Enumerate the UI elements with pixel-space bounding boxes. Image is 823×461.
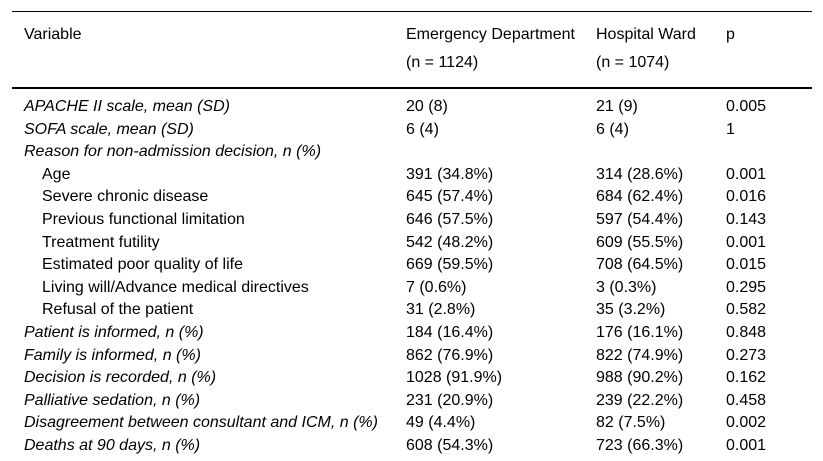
- cell-emergency-department: 645 (57.4%): [406, 188, 494, 206]
- table-header: Variable Emergency Department (n = 1124)…: [12, 11, 812, 89]
- cell-p: 0.295: [726, 278, 767, 296]
- cell-emergency-department: 646 (57.5%): [406, 210, 494, 228]
- cell-emergency-department: 669 (59.5%): [406, 256, 494, 274]
- cell-p: 0.848: [726, 323, 767, 341]
- column-header-hw-n: (n = 1074): [596, 54, 670, 71]
- cell-hospital-ward: 684 (62.4%): [596, 188, 684, 206]
- table-row: Decision is recorded, n (%) 1028 (91.9%) 9…: [12, 367, 812, 390]
- table-row: SOFA scale, mean (SD) 6 (4) 6 (4) 1: [12, 119, 812, 142]
- column-header-emergency-department: Emergency Department (n = 1124): [406, 11, 596, 89]
- cell-p: 0.162: [726, 369, 767, 387]
- header-row: Variable Emergency Department (n = 1124)…: [12, 11, 812, 89]
- column-header-ed-n: (n = 1124): [406, 54, 479, 71]
- results-table: Variable Emergency Department (n = 1124)…: [12, 11, 812, 461]
- cell-emergency-department: 7 (0.6%): [406, 278, 467, 296]
- cell-variable: Severe chronic disease: [42, 188, 209, 206]
- table-row: Deaths at 90 days, n (%) 608 (54.3%) 723 (…: [12, 435, 812, 461]
- table-row: Living will/Advance medical directives 7 …: [12, 277, 812, 300]
- cell-emergency-department: 862 (76.9%): [406, 346, 494, 364]
- cell-p: 1: [726, 120, 735, 138]
- column-header-p: p: [726, 11, 812, 89]
- cell-emergency-department: [406, 141, 596, 164]
- cell-variable: Decision is recorded, n (%): [24, 369, 217, 387]
- table-row: Patient is informed, n (%) 184 (16.4%) 176…: [12, 322, 812, 345]
- cell-p: 0.143: [726, 210, 767, 228]
- cell-variable: Patient is informed, n (%): [24, 323, 204, 341]
- cell-variable: Palliative sedation, n (%): [24, 391, 201, 409]
- cell-p: 0.002: [726, 414, 767, 432]
- cell-hospital-ward: 723 (66.3%): [596, 436, 684, 454]
- cell-p: 0.001: [726, 436, 767, 454]
- table-row: Treatment futility 542 (48.2%) 609 (55.5%)…: [12, 232, 812, 255]
- cell-variable: Estimated poor quality of life: [42, 256, 243, 274]
- cell-variable: Refusal of the patient: [42, 301, 194, 319]
- cell-hospital-ward: 314 (28.6%): [596, 165, 684, 183]
- cell-variable: Treatment futility: [42, 233, 160, 251]
- cell-emergency-department: 31 (2.8%): [406, 301, 476, 319]
- column-header-ed-label: Emergency Department: [406, 26, 575, 43]
- cell-p: 0.015: [726, 256, 767, 274]
- table-row: Previous functional limitation 646 (57.5%…: [12, 209, 812, 232]
- cell-p: 0.001: [726, 233, 767, 251]
- cell-emergency-department: 49 (4.4%): [406, 414, 476, 432]
- cell-hospital-ward: 6 (4): [596, 120, 629, 138]
- column-header-variable: Variable: [12, 11, 406, 89]
- table-row: Severe chronic disease 645 (57.4%) 684 (62…: [12, 186, 812, 209]
- cell-emergency-department: 542 (48.2%): [406, 233, 494, 251]
- column-header-variable-label: Variable: [24, 26, 82, 43]
- cell-hospital-ward: 82 (7.5%): [596, 414, 666, 432]
- cell-emergency-department: 231 (20.9%): [406, 391, 494, 409]
- table-row: Disagreement between consultant and ICM,…: [12, 412, 812, 435]
- cell-variable: Deaths at 90 days, n (%): [24, 436, 201, 454]
- cell-emergency-department: 6 (4): [406, 120, 439, 138]
- table-row: Estimated poor quality of life 669 (59.5%…: [12, 254, 812, 277]
- cell-variable: SOFA scale, mean (SD): [24, 120, 194, 138]
- cell-variable: Reason for non-admission decision, n (%): [24, 143, 322, 161]
- cell-variable: Living will/Advance medical directives: [42, 278, 309, 296]
- table-body: APACHE II scale, mean (SD) 20 (8) 21 (9) 0.…: [12, 88, 812, 461]
- cell-p: 0.005: [726, 98, 767, 115]
- column-header-hw-label: Hospital Ward: [596, 26, 696, 43]
- table-row: Reason for non-admission decision, n (%): [12, 141, 812, 164]
- column-header-p-label: p: [726, 26, 735, 43]
- cell-variable: Previous functional limitation: [42, 210, 245, 228]
- cell-emergency-department: 391 (34.8%): [406, 165, 494, 183]
- cell-hospital-ward: [596, 141, 726, 164]
- cell-p: [726, 141, 812, 164]
- cell-hospital-ward: 822 (74.9%): [596, 346, 684, 364]
- table-row: Palliative sedation, n (%) 231 (20.9%) 239…: [12, 390, 812, 413]
- cell-variable: Family is informed, n (%): [24, 346, 201, 364]
- cell-hospital-ward: 176 (16.1%): [596, 323, 684, 341]
- table-row: Refusal of the patient 31 (2.8%) 35 (3.2%)…: [12, 299, 812, 322]
- cell-variable: APACHE II scale, mean (SD): [24, 98, 230, 115]
- cell-hospital-ward: 597 (54.4%): [596, 210, 684, 228]
- cell-p: 0.273: [726, 346, 767, 364]
- table-row: APACHE II scale, mean (SD) 20 (8) 21 (9) 0.…: [12, 88, 812, 119]
- table-row: Family is informed, n (%) 862 (76.9%) 822 …: [12, 345, 812, 368]
- cell-variable: Age: [42, 165, 71, 183]
- cell-hospital-ward: 708 (64.5%): [596, 256, 684, 274]
- cell-emergency-department: 608 (54.3%): [406, 436, 494, 454]
- cell-hospital-ward: 239 (22.2%): [596, 391, 684, 409]
- cell-p: 0.001: [726, 165, 767, 183]
- column-header-hospital-ward: Hospital Ward (n = 1074): [596, 11, 726, 89]
- cell-variable: Disagreement between consultant and ICM,…: [24, 414, 378, 432]
- cell-p: 0.582: [726, 301, 767, 319]
- cell-hospital-ward: 3 (0.3%): [596, 278, 657, 296]
- cell-hospital-ward: 609 (55.5%): [596, 233, 684, 251]
- cell-emergency-department: 20 (8): [406, 98, 448, 115]
- cell-hospital-ward: 35 (3.2%): [596, 301, 666, 319]
- cell-emergency-department: 184 (16.4%): [406, 323, 494, 341]
- cell-hospital-ward: 988 (90.2%): [596, 369, 684, 387]
- cell-p: 0.458: [726, 391, 767, 409]
- table-row: Age 391 (34.8%) 314 (28.6%) 0.001: [12, 164, 812, 187]
- cell-hospital-ward: 21 (9): [596, 98, 638, 115]
- cell-p: 0.016: [726, 188, 767, 206]
- cell-emergency-department: 1028 (91.9%): [406, 369, 503, 387]
